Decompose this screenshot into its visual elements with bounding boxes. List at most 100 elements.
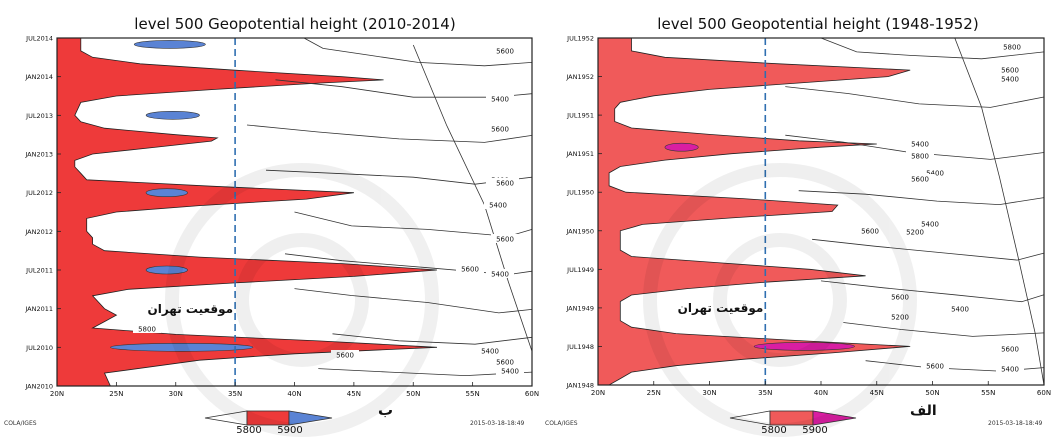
contour-label-11: 5600 <box>461 266 479 274</box>
contour-label-bg-8 <box>486 124 514 133</box>
chart-panel-right: level 500 Geopotential height (1948-1952… <box>545 15 1051 436</box>
x-tick-label-3: 35N <box>758 389 772 397</box>
x-tick-label-6: 50N <box>925 389 939 397</box>
contour-line-8 <box>954 37 1045 386</box>
contour-label-10: 5600 <box>496 236 514 244</box>
contour-line-2 <box>246 124 533 143</box>
x-ticks-left: 20N 25N 30N 35N 40N 45N 50N 55N 60N <box>50 382 539 398</box>
y-tick-label-2: JAN1949 <box>565 304 594 312</box>
contour-label-bg-1 <box>886 312 914 321</box>
x-tick-label-1: 25N <box>109 390 123 398</box>
contour-label-bg-15 <box>906 151 934 160</box>
contour-label-2: 5400 <box>489 202 507 210</box>
contour-label-bg-7 <box>906 139 934 148</box>
legend-left: 5800 5900 <box>204 410 333 436</box>
contour-label-1: 5200 <box>891 314 909 322</box>
legend-right: 5800 5900 <box>729 410 857 436</box>
x-tick-label-5: 45N <box>870 389 884 397</box>
contour-label-bg-14 <box>998 42 1026 51</box>
contour-label-bg-2 <box>484 200 512 209</box>
contour-label-4: 5400 <box>491 96 509 104</box>
y-tick-label-8: JAN1952 <box>565 73 594 81</box>
contour-label-6: 5400 <box>1001 366 1019 374</box>
contour-label-0: 5200 <box>906 229 924 237</box>
contour-label-4: 5400 <box>921 221 939 229</box>
contour-label-bg-9 <box>906 174 934 183</box>
x-tick-label-5: 45N <box>347 390 361 398</box>
contour-line-6 <box>843 322 1045 337</box>
contour-label-bg-11 <box>456 264 484 273</box>
contour-line-7 <box>332 333 533 345</box>
contour-label-13: 5600 <box>926 363 944 371</box>
contour-label-bg-5 <box>946 304 974 313</box>
contour-label-3: 5400 <box>926 170 944 178</box>
contour-label-bg-1 <box>486 269 514 278</box>
contour-label-bg-6 <box>496 366 524 375</box>
contour-label-bg-7 <box>491 46 519 55</box>
area-5900-blob-4 <box>133 40 206 49</box>
y-tick-label-2: JAN2011 <box>24 305 53 313</box>
y-tick-label-4: JAN1950 <box>565 227 594 235</box>
legend-right-swatch-5900 <box>812 410 857 426</box>
plot-area-left: موقعیت تهران5400540054005400540054005400… <box>56 37 533 387</box>
area-5900-blob-0 <box>110 342 254 352</box>
contour-label-bg-2 <box>996 74 1024 83</box>
contour-label-bg-4 <box>486 94 514 103</box>
x-tick-label-8: 60N <box>525 390 539 398</box>
contour-label-9: 5600 <box>496 180 514 188</box>
contour-line-0 <box>820 37 1045 60</box>
contour-label-bg-11 <box>886 292 914 301</box>
contour-label-bg-12 <box>996 344 1024 353</box>
contour-label-8: 5600 <box>491 126 509 134</box>
legend-left-label-5900: 5900 <box>277 425 302 436</box>
contour-label-bg-10 <box>856 226 884 235</box>
y-tick-label-5: JUL1950 <box>566 189 594 197</box>
contour-label-bg-0 <box>476 346 504 355</box>
x-tick-label-2: 30N <box>169 390 183 398</box>
contour-label-1: 5400 <box>491 271 509 279</box>
contour-label-bg-0 <box>901 227 929 236</box>
y-tick-label-7: JUL1951 <box>566 112 594 120</box>
contour-label-12: 5600 <box>1001 346 1019 354</box>
panel-letter-right: الف <box>910 403 937 419</box>
contour-label-bg-12 <box>331 350 359 359</box>
contour-label-bg-13 <box>921 361 949 370</box>
x-tick-label-1: 25N <box>647 389 661 397</box>
plot-area-right: موقعیت تهران5200520054005400540054005400… <box>597 37 1045 386</box>
contour-line-0 <box>303 37 533 67</box>
chart-panel-left: level 500 Geopotential height (2010-2014… <box>4 15 539 436</box>
y-tick-label-1: JUL2010 <box>25 344 53 352</box>
contour-line-4 <box>812 238 1045 261</box>
contour-label-10: 5600 <box>861 228 879 236</box>
x-tick-label-4: 40N <box>814 389 828 397</box>
contour-label-bg-6 <box>996 364 1024 373</box>
legend-right-label-5800: 5800 <box>761 425 786 436</box>
y-tick-label-6: JAN1951 <box>565 150 594 158</box>
footer-left-source: COLA/IGES <box>4 420 37 427</box>
x-tick-label-0: 20N <box>591 389 605 397</box>
contour-label-bg-10 <box>491 234 519 243</box>
y-tick-label-0: JAN2010 <box>24 383 53 391</box>
contour-label-14: 5800 <box>138 326 156 334</box>
contour-label-5: 5400 <box>951 306 969 314</box>
contour-label-bg-9 <box>491 178 519 187</box>
contour-label-8: 5600 <box>1001 67 1019 75</box>
area-5800-fill <box>56 37 438 387</box>
contour-line-6 <box>294 288 533 314</box>
x-tick-label-3: 35N <box>228 390 242 398</box>
contour-label-13: 5600 <box>496 359 514 367</box>
contour-label-bg-3 <box>921 168 949 177</box>
contour-label-11: 5600 <box>891 294 909 302</box>
contour-label-15: 5800 <box>911 153 929 161</box>
y-tick-label-3: JUL1949 <box>566 266 594 274</box>
area-5900-blob-2 <box>145 188 188 197</box>
area-5900-blob-3 <box>145 111 200 120</box>
x-tick-label-8: 60N <box>1037 389 1051 397</box>
y-tick-label-9: JUL2014 <box>25 35 53 43</box>
x-tick-label-4: 40N <box>287 390 301 398</box>
contour-label-7: 5600 <box>496 48 514 56</box>
y-tick-label-9: JUL1952 <box>566 35 594 43</box>
contour-line-5 <box>820 280 1045 303</box>
y-tick-label-1: JUL1948 <box>566 343 594 351</box>
